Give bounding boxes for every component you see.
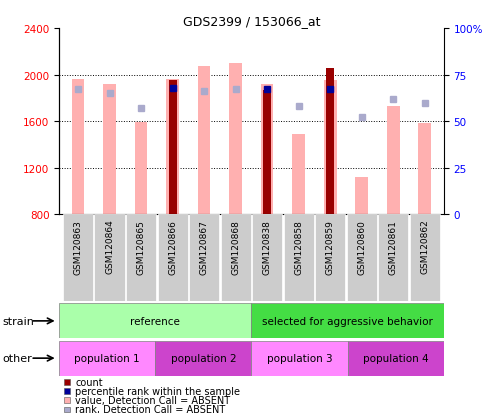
Text: GSM120866: GSM120866 [168, 219, 177, 274]
Title: GDS2399 / 153066_at: GDS2399 / 153066_at [183, 15, 320, 28]
Text: strain: strain [2, 316, 35, 326]
Bar [378, 215, 408, 301]
Bar [326, 69, 334, 215]
Text: population 4: population 4 [363, 353, 428, 363]
Text: GSM120861: GSM120861 [389, 219, 398, 274]
Text: GSM120862: GSM120862 [421, 219, 429, 274]
Bar [169, 81, 176, 215]
Bar [104, 85, 116, 215]
Bar [348, 341, 444, 376]
Text: GSM120863: GSM120863 [73, 219, 82, 274]
Bar [355, 178, 368, 215]
Text: other: other [2, 353, 32, 363]
Text: GSM120860: GSM120860 [357, 219, 366, 274]
Text: GSM120868: GSM120868 [231, 219, 240, 274]
Bar [59, 304, 251, 339]
Bar [63, 215, 93, 301]
Bar [166, 80, 179, 215]
Bar [59, 341, 155, 376]
Bar [292, 135, 305, 215]
Bar [261, 85, 274, 215]
Bar [251, 304, 444, 339]
Bar [347, 215, 377, 301]
Text: GSM120838: GSM120838 [263, 219, 272, 274]
Bar [315, 215, 346, 301]
Bar [189, 215, 219, 301]
Bar [95, 215, 125, 301]
Text: GSM120867: GSM120867 [200, 219, 209, 274]
Bar [410, 215, 440, 301]
Text: population 1: population 1 [74, 353, 140, 363]
Text: GSM120859: GSM120859 [326, 219, 335, 274]
Text: value, Detection Call = ABSENT: value, Detection Call = ABSENT [75, 395, 231, 405]
Bar [126, 215, 156, 301]
Bar [135, 123, 147, 215]
Text: rank, Detection Call = ABSENT: rank, Detection Call = ABSENT [75, 404, 226, 413]
Text: selected for aggressive behavior: selected for aggressive behavior [262, 316, 433, 326]
Bar [155, 341, 251, 376]
Bar [198, 67, 211, 215]
Text: population 3: population 3 [267, 353, 332, 363]
Bar [72, 80, 84, 215]
Text: GSM120858: GSM120858 [294, 219, 303, 274]
Text: GSM120864: GSM120864 [105, 219, 114, 274]
Bar [283, 215, 314, 301]
Text: reference: reference [130, 316, 180, 326]
Bar [252, 215, 282, 301]
Bar [251, 341, 348, 376]
Bar [220, 215, 251, 301]
Text: GSM120865: GSM120865 [137, 219, 145, 274]
Text: percentile rank within the sample: percentile rank within the sample [75, 386, 241, 396]
Bar [157, 215, 188, 301]
Text: population 2: population 2 [171, 353, 236, 363]
Bar [229, 64, 242, 215]
Bar [387, 107, 399, 215]
Bar [419, 124, 431, 215]
Bar [263, 90, 271, 215]
Text: count: count [75, 377, 103, 387]
Bar [324, 81, 337, 215]
